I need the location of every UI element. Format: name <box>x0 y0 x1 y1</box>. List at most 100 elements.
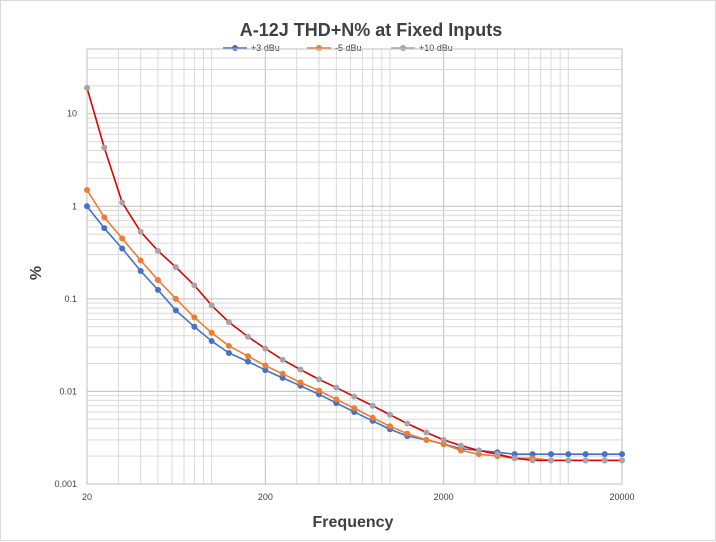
chart-title: A-12J THD+N% at Fixed Inputs <box>240 20 503 40</box>
data-point <box>279 356 286 363</box>
data-point <box>440 436 447 443</box>
data-point <box>101 225 108 232</box>
plot-border <box>86 48 623 485</box>
data-point <box>101 144 108 151</box>
data-point <box>154 247 161 254</box>
data-point <box>84 84 90 91</box>
data-point <box>225 342 232 349</box>
data-point <box>457 442 464 449</box>
data-point <box>316 376 323 383</box>
data-point <box>582 451 589 458</box>
data-point <box>440 441 447 448</box>
data-point <box>84 186 90 193</box>
data-point <box>154 286 161 293</box>
series-1 <box>84 203 625 458</box>
x-tick-label: 200 <box>258 492 273 502</box>
data-point <box>137 267 144 274</box>
data-point <box>119 235 126 242</box>
data-point <box>369 414 376 421</box>
data-point <box>137 257 144 264</box>
legend: +3 dBu -5 dBu +10 dBu <box>223 43 453 53</box>
data-point <box>351 405 358 412</box>
data-point <box>548 457 555 464</box>
data-point <box>225 350 232 357</box>
data-point <box>386 423 393 430</box>
series-2 <box>84 186 625 464</box>
data-point <box>279 370 286 377</box>
data-point <box>333 384 340 391</box>
x-tick-label: 20000 <box>609 492 634 502</box>
data-point <box>208 302 215 309</box>
grid <box>86 48 623 485</box>
data-point <box>619 451 625 458</box>
x-tick-label: 2000 <box>434 492 454 502</box>
data-point <box>191 314 198 321</box>
data-point <box>119 245 126 252</box>
data-point <box>137 228 144 235</box>
series-line <box>86 87 622 462</box>
data-point <box>172 264 179 271</box>
data-point <box>582 457 589 464</box>
series-3 <box>84 84 625 464</box>
legend-entry: -5 dBu <box>307 43 362 53</box>
y-tick-label: 0.01 <box>59 386 77 396</box>
data-point <box>369 402 376 409</box>
series-group <box>84 84 625 464</box>
data-point <box>333 396 340 403</box>
data-point <box>511 455 518 462</box>
data-point <box>262 362 269 369</box>
data-point <box>475 447 482 454</box>
data-point <box>619 457 625 464</box>
data-point <box>262 367 269 374</box>
data-point <box>601 451 608 458</box>
series-line <box>86 189 622 462</box>
legend-label: -5 dBu <box>335 43 362 53</box>
legend-label: +3 dBu <box>251 43 280 53</box>
data-point <box>172 295 179 302</box>
tick-labels: 20 200 2000 20000 0.001 0.01 0.1 1 10 <box>54 109 634 502</box>
y-tick-label: 0.1 <box>64 294 77 304</box>
data-point <box>245 333 252 340</box>
y-tick-label: 10 <box>67 109 77 119</box>
x-axis-title: Frequency <box>313 514 394 531</box>
data-point <box>529 457 536 464</box>
legend-swatch-marker <box>232 45 238 51</box>
data-point <box>548 451 555 458</box>
data-point <box>423 436 430 443</box>
y-tick-label: 0.001 <box>54 479 77 489</box>
data-point <box>423 429 430 436</box>
data-point <box>351 393 358 400</box>
data-point <box>601 457 608 464</box>
data-point <box>154 276 161 283</box>
data-point <box>101 214 108 221</box>
data-point <box>565 451 572 458</box>
x-tick-label: 20 <box>82 492 92 502</box>
data-point <box>208 338 215 345</box>
legend-swatch-marker <box>400 45 406 51</box>
data-point <box>457 447 464 454</box>
data-point <box>191 323 198 330</box>
y-tick-label: 1 <box>72 201 77 211</box>
data-point <box>316 387 323 394</box>
data-point <box>404 420 411 427</box>
data-point <box>404 430 411 437</box>
data-point <box>386 411 393 418</box>
data-point <box>297 379 304 386</box>
data-point <box>262 345 269 352</box>
y-axis-title: % <box>28 266 45 280</box>
data-point <box>225 319 232 326</box>
data-point <box>208 329 215 336</box>
data-point <box>245 358 252 365</box>
legend-label: +10 dBu <box>419 43 453 53</box>
data-point <box>297 366 304 373</box>
data-point <box>565 457 572 464</box>
data-point <box>191 282 198 289</box>
data-point <box>119 199 126 206</box>
data-point <box>494 451 501 458</box>
legend-entry: +3 dBu <box>223 43 280 53</box>
data-point <box>245 353 252 360</box>
data-point <box>84 203 90 210</box>
data-point <box>172 307 179 314</box>
